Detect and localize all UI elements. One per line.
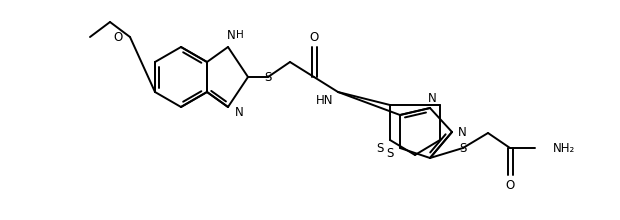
Text: HN: HN	[316, 94, 333, 106]
Text: S: S	[386, 147, 394, 160]
Text: S: S	[264, 70, 272, 84]
Text: O: O	[309, 31, 319, 44]
Text: NH₂: NH₂	[553, 141, 575, 154]
Text: N: N	[234, 106, 244, 119]
Text: S: S	[376, 141, 384, 154]
Text: O: O	[113, 31, 123, 44]
Text: S: S	[459, 141, 467, 154]
Text: H: H	[236, 30, 244, 40]
Text: N: N	[227, 29, 236, 42]
Text: N: N	[428, 92, 436, 104]
Text: N: N	[458, 125, 466, 139]
Text: O: O	[505, 178, 515, 191]
